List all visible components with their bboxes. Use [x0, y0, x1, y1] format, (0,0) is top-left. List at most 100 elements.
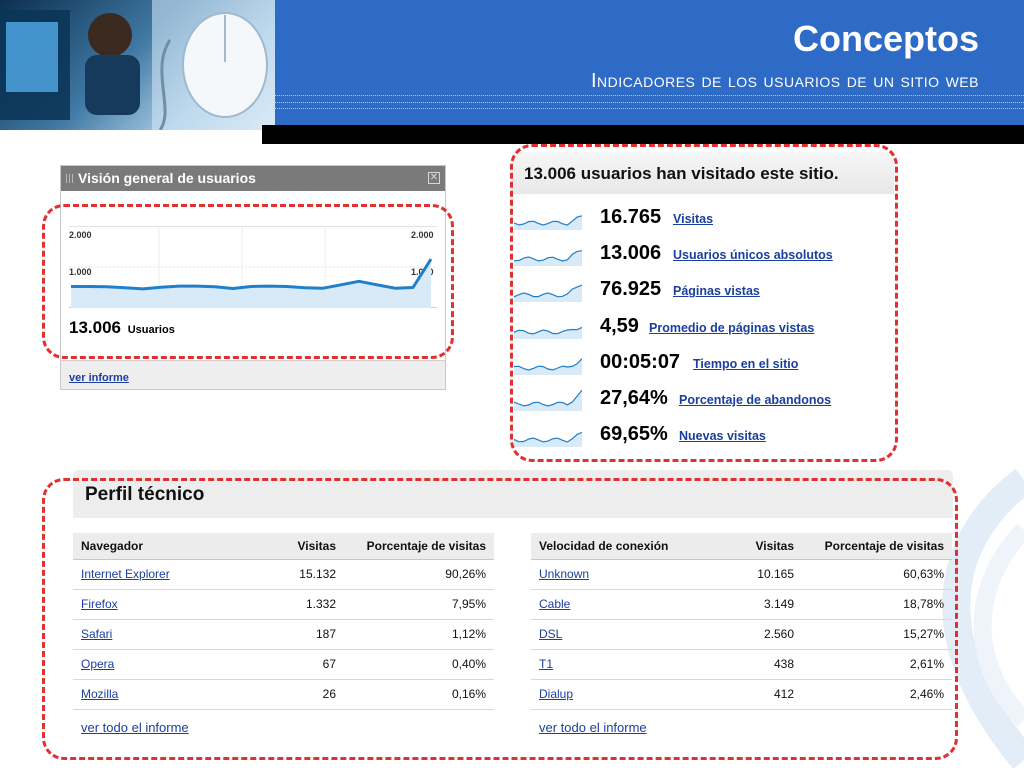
col-header-browser[interactable]: Navegador	[73, 533, 279, 560]
stat-link[interactable]: Usuarios únicos absolutos	[673, 248, 833, 263]
overview-metric-value: 13.006	[69, 318, 121, 337]
users-series-line	[71, 258, 433, 291]
overview-metric-label: Usuarios	[127, 324, 175, 336]
table-row: Mozilla 26 0,16%	[73, 679, 494, 710]
stat-row: 76.925 Páginas vistas	[512, 276, 894, 312]
slide-title: Conceptos	[792, 18, 979, 59]
stats-header: 13.006 usuarios han visitado este sitio.	[512, 152, 894, 194]
view-report-link[interactable]: ver informe	[69, 372, 129, 384]
header-band	[275, 0, 1024, 125]
percent-cell: 7,95%	[344, 589, 494, 620]
table-row: T1 438 2,61%	[531, 649, 952, 680]
visits-cell: 438	[737, 649, 802, 680]
table-row: DSL 2.560 15,27%	[531, 619, 952, 650]
drag-grip-icon[interactable]	[66, 174, 74, 183]
visits-cell: 3.149	[737, 589, 802, 620]
site-stats-panel: 13.006 usuarios han visitado este sitio.…	[512, 152, 894, 457]
overview-title: Visión general de usuarios	[78, 170, 256, 186]
col-header-percent[interactable]: Porcentaje de visitas	[802, 533, 952, 560]
visits-cell: 15.132	[279, 559, 344, 590]
connection-table: Velocidad de conexión Visitas Porcentaje…	[531, 533, 952, 710]
axis-label-left-mid: 1.000	[69, 267, 92, 277]
tech-title: Perfil técnico	[85, 484, 205, 505]
header-black-bar	[262, 125, 1024, 144]
row-link[interactable]: Dialup	[539, 687, 574, 701]
stat-link[interactable]: Tiempo en el sitio	[693, 356, 799, 371]
visits-cell: 2.560	[737, 619, 802, 650]
sparkline-icon	[514, 215, 582, 230]
percent-cell: 18,78%	[802, 589, 952, 620]
visits-cell: 412	[737, 679, 802, 710]
row-link[interactable]: Internet Explorer	[81, 567, 170, 581]
row-link[interactable]: Cable	[539, 597, 571, 611]
browser-full-report-link[interactable]: ver todo el informe	[81, 720, 189, 735]
users-overview-panel: Visión general de usuarios ✕ 2.000 1.000…	[60, 165, 446, 390]
stat-link[interactable]: Páginas vistas	[673, 284, 760, 299]
row-link[interactable]: Opera	[81, 657, 115, 671]
percent-cell: 90,26%	[344, 559, 494, 590]
technical-profile-panel: Perfil técnico Navegador Visitas Porcent…	[73, 470, 953, 760]
close-icon[interactable]: ✕	[428, 172, 440, 184]
stat-value: 00:05:07	[600, 350, 681, 373]
stat-row: 4,59 Promedio de páginas vistas	[512, 313, 894, 349]
header-dotted-rule-2	[275, 108, 1024, 109]
table-row: Internet Explorer 15.132 90,26%	[73, 559, 494, 590]
col-header-connection[interactable]: Velocidad de conexión	[531, 533, 737, 560]
visits-cell: 10.165	[737, 559, 802, 590]
row-link[interactable]: DSL	[539, 627, 563, 641]
stat-link[interactable]: Visitas	[673, 212, 714, 226]
row-link[interactable]: Firefox	[81, 597, 118, 611]
row-link[interactable]: Mozilla	[81, 687, 119, 701]
sparkline-icon	[514, 432, 582, 448]
stat-value: 76.925	[600, 278, 662, 301]
col-header-percent[interactable]: Porcentaje de visitas	[344, 533, 494, 560]
percent-cell: 0,40%	[344, 649, 494, 680]
tech-header: Perfil técnico	[73, 470, 953, 518]
axis-label-left-top: 2.000	[69, 230, 92, 240]
row-link[interactable]: T1	[539, 657, 554, 671]
stat-row: 16.765 Visitas	[512, 204, 894, 240]
sparkline-icon	[514, 326, 582, 339]
overview-metric: 13.006 Usuarios	[69, 318, 175, 338]
table-row: Unknown 10.165 60,63%	[531, 559, 952, 590]
stat-link[interactable]: Promedio de páginas vistas	[649, 320, 815, 335]
col-header-visits[interactable]: Visitas	[279, 533, 344, 560]
stat-value: 4,59	[600, 314, 639, 337]
overview-titlebar[interactable]: Visión general de usuarios ✕	[61, 166, 445, 191]
visits-cell: 67	[279, 649, 344, 680]
overview-footer: ver informe	[61, 360, 445, 389]
browser-table: Navegador Visitas Porcentaje de visitas …	[73, 533, 494, 710]
stat-value: 13.006	[600, 242, 662, 265]
row-link[interactable]: Unknown	[539, 567, 590, 581]
stat-row: 27,64% Porcentaje de abandonos	[512, 385, 894, 421]
percent-cell: 2,61%	[802, 649, 952, 680]
stat-link[interactable]: Porcentaje de abandonos	[679, 393, 832, 407]
percent-cell: 60,63%	[802, 559, 952, 590]
percent-cell: 15,27%	[802, 619, 952, 650]
users-series-area	[71, 259, 431, 308]
row-link[interactable]: Safari	[81, 627, 113, 641]
sparkline-icon	[514, 284, 582, 303]
percent-cell: 1,12%	[344, 619, 494, 650]
sparkline-icon	[514, 389, 582, 411]
visits-cell: 187	[279, 619, 344, 650]
stat-row: 69,65% Nuevas visitas	[512, 421, 894, 457]
header-dotted-rule	[275, 95, 1024, 103]
connection-full-report-link[interactable]: ver todo el informe	[539, 720, 647, 735]
stat-value: 27,64%	[600, 387, 668, 409]
header-photo	[0, 0, 275, 130]
connection-table-header-row: Velocidad de conexión Visitas Porcentaje…	[531, 533, 952, 560]
col-header-visits[interactable]: Visitas	[737, 533, 802, 560]
stat-row: 00:05:07 Tiempo en el sitio	[512, 349, 894, 385]
percent-cell: 0,16%	[344, 679, 494, 710]
table-row: Opera 67 0,40%	[73, 649, 494, 680]
percent-cell: 2,46%	[802, 679, 952, 710]
table-row: Safari 187 1,12%	[73, 619, 494, 650]
sparkline-icon	[514, 357, 582, 375]
visits-cell: 26	[279, 679, 344, 710]
stat-link[interactable]: Nuevas visitas	[679, 429, 766, 444]
table-row: Dialup 412 2,46%	[531, 679, 952, 710]
table-row: Firefox 1.332 7,95%	[73, 589, 494, 620]
browser-table-header-row: Navegador Visitas Porcentaje de visitas	[73, 533, 494, 560]
sparkline-icon	[514, 250, 582, 267]
